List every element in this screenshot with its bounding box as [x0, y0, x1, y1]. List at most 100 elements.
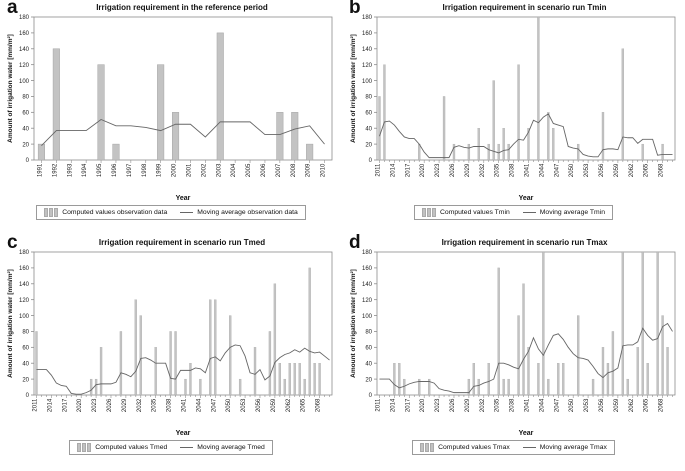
bar — [229, 315, 232, 396]
bar — [665, 347, 669, 396]
legend-row-b: Computed values Tmin Moving average Tmin — [342, 204, 685, 222]
svg-text:180: 180 — [19, 250, 30, 256]
svg-text:2023: 2023 — [435, 398, 441, 412]
svg-text:2062: 2062 — [286, 398, 292, 412]
legend-line-label: Moving average Tmax — [539, 444, 607, 451]
legend-row-d: Computed values Tmax Moving average Tmax — [342, 439, 685, 457]
bar — [308, 267, 311, 396]
svg-text:0: 0 — [368, 393, 372, 399]
svg-text:1995: 1995 — [97, 163, 103, 177]
bar — [134, 299, 137, 396]
svg-text:0: 0 — [26, 158, 30, 164]
bar — [214, 299, 217, 396]
bar — [541, 251, 545, 396]
y-axis-label: Amount of irrigation water [mm/m²] — [7, 34, 14, 143]
bar — [477, 128, 480, 161]
bar — [94, 378, 98, 396]
svg-text:2041: 2041 — [181, 398, 187, 412]
svg-text:80: 80 — [365, 330, 372, 336]
bar — [526, 347, 530, 396]
bar — [278, 363, 282, 396]
svg-text:1991: 1991 — [37, 163, 43, 177]
x-axis-label: Year — [518, 195, 533, 202]
chart-legend-c: Computed values Tmed Moving average Tmed — [69, 440, 273, 455]
svg-text:1992: 1992 — [52, 163, 58, 177]
bar — [268, 331, 272, 396]
svg-text:160: 160 — [361, 31, 372, 37]
y-axis: 0 20 40 60 80 100 120 140 160 180 — [19, 15, 34, 164]
svg-text:1997: 1997 — [127, 163, 133, 177]
bar — [641, 143, 644, 161]
svg-text:2059: 2059 — [613, 163, 619, 177]
svg-text:2014: 2014 — [390, 398, 396, 412]
svg-text:1996: 1996 — [112, 163, 118, 177]
svg-text:2020: 2020 — [420, 163, 426, 177]
panel-letter-c: c — [7, 232, 18, 253]
bar — [536, 363, 540, 396]
svg-text:2023: 2023 — [92, 398, 98, 412]
svg-text:180: 180 — [361, 250, 372, 256]
svg-text:160: 160 — [19, 266, 30, 272]
bar — [526, 128, 530, 161]
bar — [641, 251, 644, 396]
svg-text:2047: 2047 — [554, 398, 560, 412]
bars — [37, 32, 314, 161]
svg-text:2003: 2003 — [216, 163, 222, 177]
bar — [427, 378, 430, 396]
bar — [253, 347, 257, 396]
bar — [626, 378, 629, 396]
svg-text:120: 120 — [19, 298, 30, 304]
svg-text:2017: 2017 — [62, 398, 68, 412]
bar — [417, 378, 420, 396]
svg-text:2056: 2056 — [598, 163, 604, 177]
legend-line-swatch-icon — [180, 212, 194, 213]
svg-text:20: 20 — [22, 142, 29, 148]
bar — [621, 251, 624, 396]
legend-line-label: Moving average Tmin — [539, 209, 605, 216]
svg-text:160: 160 — [361, 266, 372, 272]
svg-text:2062: 2062 — [628, 163, 634, 177]
svg-text:2011: 2011 — [375, 398, 381, 412]
svg-text:140: 140 — [361, 282, 372, 288]
bar — [467, 378, 470, 396]
chart-plot-a: 0 20 40 60 80 100 120 140 160 180 1991 1992 1993 1994… — [7, 15, 333, 202]
bar — [238, 378, 242, 396]
bar — [646, 363, 649, 396]
bar — [477, 378, 480, 396]
svg-text:40: 40 — [22, 361, 29, 367]
chart-legend-a: Computed values observation data Moving … — [36, 205, 306, 220]
bar — [306, 143, 314, 161]
svg-text:2044: 2044 — [196, 398, 202, 412]
svg-text:2032: 2032 — [137, 398, 143, 412]
bar — [209, 299, 212, 396]
y-axis: 0 20 40 60 80 100 120 140 160 180 — [361, 250, 377, 399]
bar — [501, 378, 505, 396]
bar — [576, 315, 579, 396]
plot-frame — [33, 16, 333, 161]
svg-text:2017: 2017 — [405, 163, 411, 177]
svg-text:0: 0 — [26, 393, 30, 399]
bar — [293, 363, 296, 396]
svg-text:2050: 2050 — [569, 398, 575, 412]
svg-text:1998: 1998 — [142, 163, 148, 177]
svg-text:2068: 2068 — [658, 163, 664, 177]
x-axis-label: Year — [518, 430, 533, 437]
legend-bar-swatch-icon — [44, 208, 59, 217]
bar — [655, 251, 659, 396]
bar — [52, 48, 60, 161]
chart-title-c: Irrigation requirement in scenario run T… — [98, 238, 266, 247]
svg-text:1994: 1994 — [82, 163, 88, 177]
svg-text:60: 60 — [365, 346, 372, 352]
y-axis-label: Amount of irrigation water [mm/m²] — [350, 34, 357, 143]
panel-letter-b: b — [349, 0, 361, 18]
bar — [472, 363, 475, 396]
bar — [452, 143, 455, 161]
svg-text:0: 0 — [368, 158, 372, 164]
bar — [283, 378, 286, 396]
bar — [551, 128, 554, 161]
svg-text:140: 140 — [361, 47, 372, 53]
chart-plot-d: 0 20 40 60 80 100 120 140 160 180 2011 2014 2017 2020… — [350, 250, 675, 437]
panel-a: a Irrigation requirement in the referenc… — [0, 0, 342, 235]
svg-text:2002: 2002 — [201, 163, 207, 177]
